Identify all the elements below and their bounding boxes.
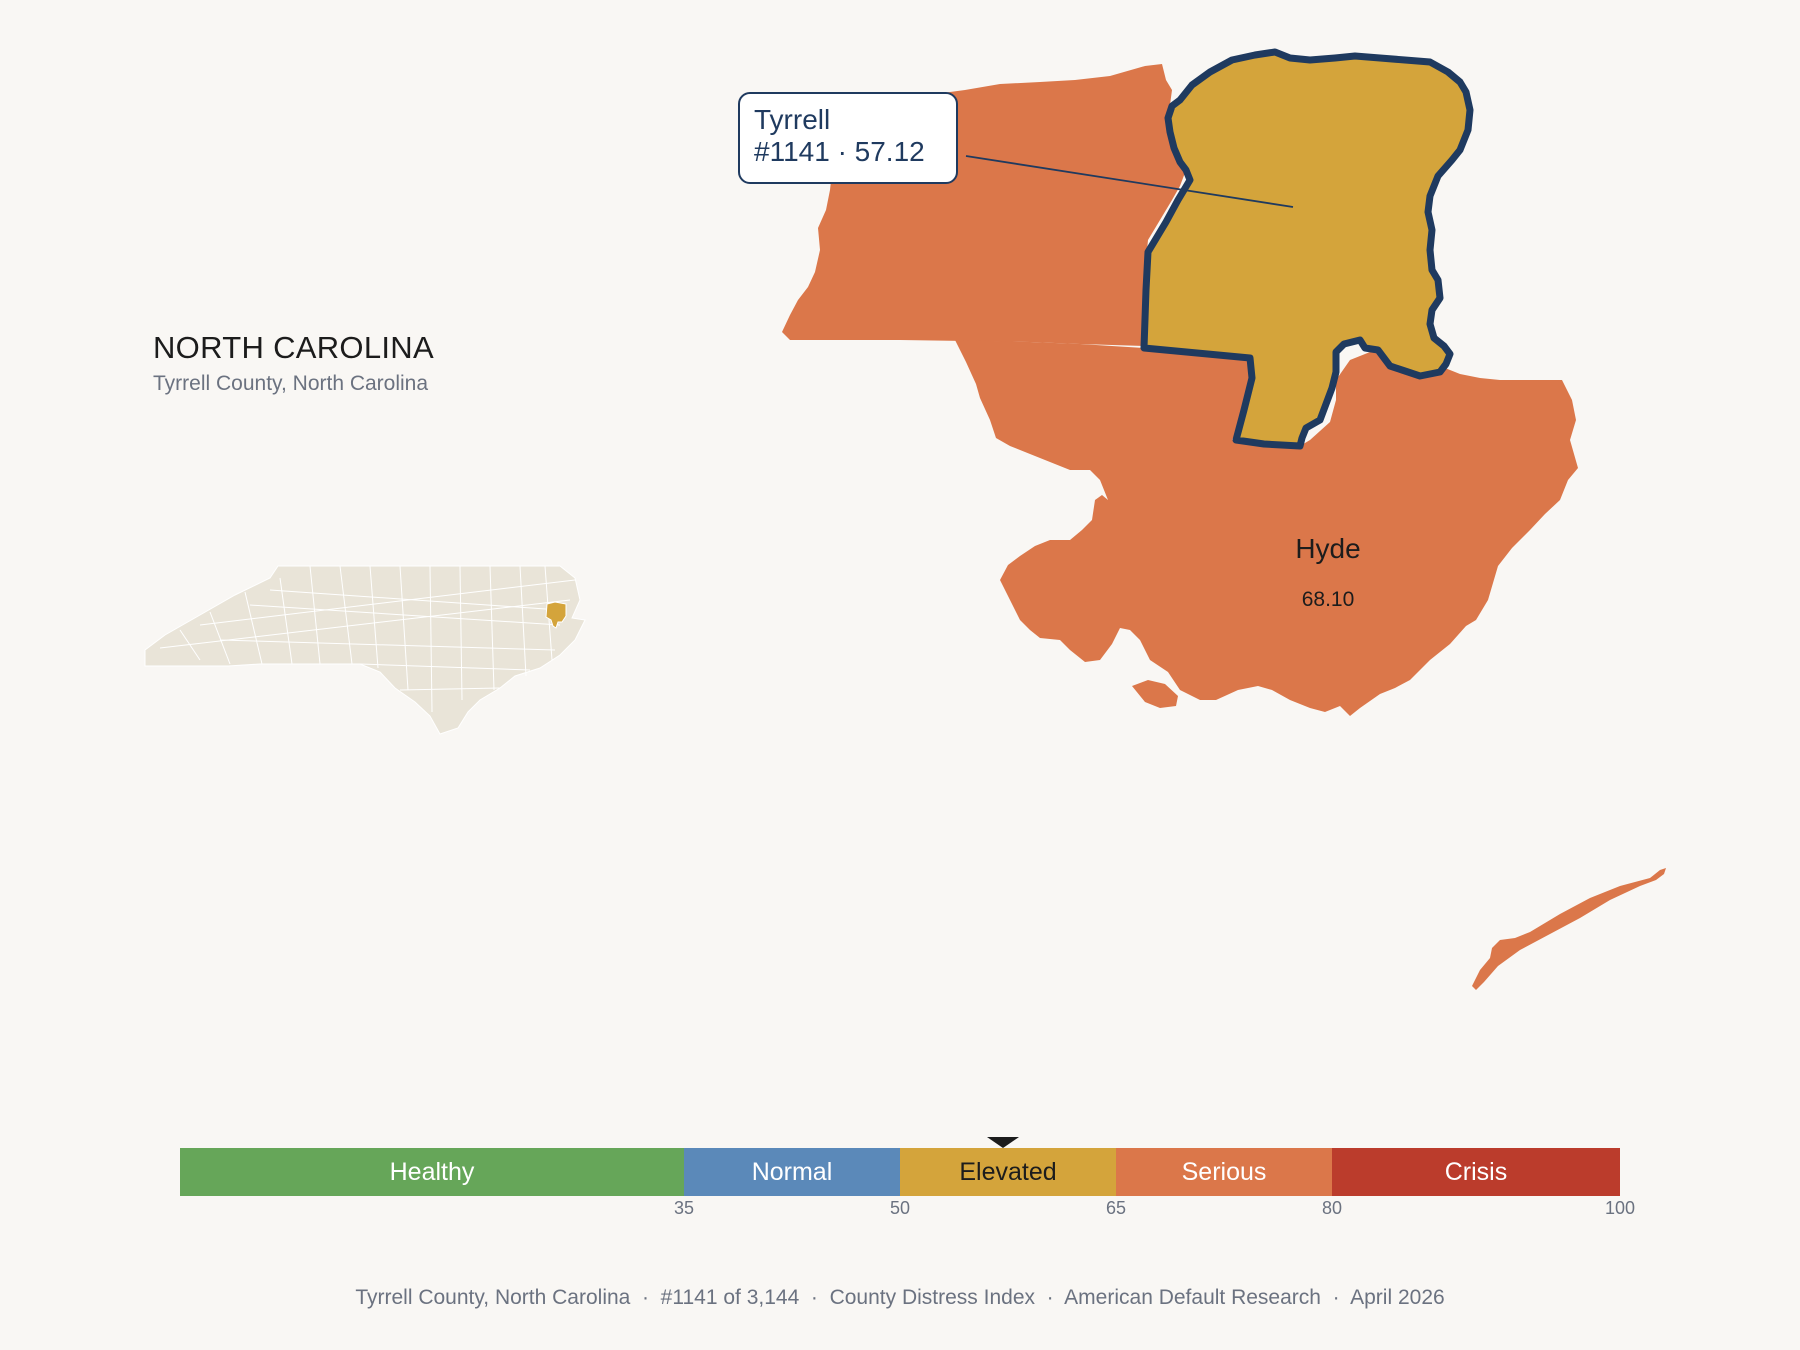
legend-tick-label: 80 xyxy=(1321,1198,1343,1218)
legend-segment-serious: Serious xyxy=(1116,1148,1332,1196)
callout-leader-line xyxy=(965,155,1294,208)
hyde-barrier-island xyxy=(1472,868,1666,990)
legend-segment-normal: Normal xyxy=(684,1148,900,1196)
legend-tick-label: 50 xyxy=(889,1198,911,1218)
state-inset-map xyxy=(144,565,586,735)
tyrrell-county-highlight xyxy=(1140,48,1474,450)
hyde-name-label: Hyde xyxy=(1295,533,1360,564)
county-callout: Tyrrell #1141 · 57.12 xyxy=(738,92,958,184)
distress-legend-bar: Healthy Normal Elevated Serious Crisis xyxy=(180,1148,1620,1196)
score-marker-icon xyxy=(986,1137,1019,1148)
hyde-island-small xyxy=(1132,680,1178,708)
inset-county-borders xyxy=(159,565,576,713)
inset-tyrrell-highlight xyxy=(545,601,567,629)
legend-ticks: 35 50 65 80 100 xyxy=(180,1198,1635,1224)
legend-segment-healthy: Healthy xyxy=(180,1148,684,1196)
footer-caption: Tyrrell County, North Carolina · #1141 o… xyxy=(355,1286,1445,1309)
legend-tick-label: 100 xyxy=(1604,1198,1636,1218)
state-title: NORTH CAROLINA xyxy=(153,330,434,365)
callout-rank-score: #1141 · 57.12 xyxy=(754,136,925,167)
legend-segment-crisis: Crisis xyxy=(1332,1148,1620,1196)
legend-tick-label: 65 xyxy=(1105,1198,1127,1218)
county-subtitle: Tyrrell County, North Carolina xyxy=(153,372,429,395)
state-outline xyxy=(144,565,586,735)
legend-segment-elevated: Elevated xyxy=(900,1148,1116,1196)
neighbor-county-hyde xyxy=(955,340,1578,716)
hyde-score-label: 68.10 xyxy=(1302,588,1355,611)
callout-county-name: Tyrrell xyxy=(754,104,831,135)
legend-tick-label: 35 xyxy=(673,1198,695,1218)
